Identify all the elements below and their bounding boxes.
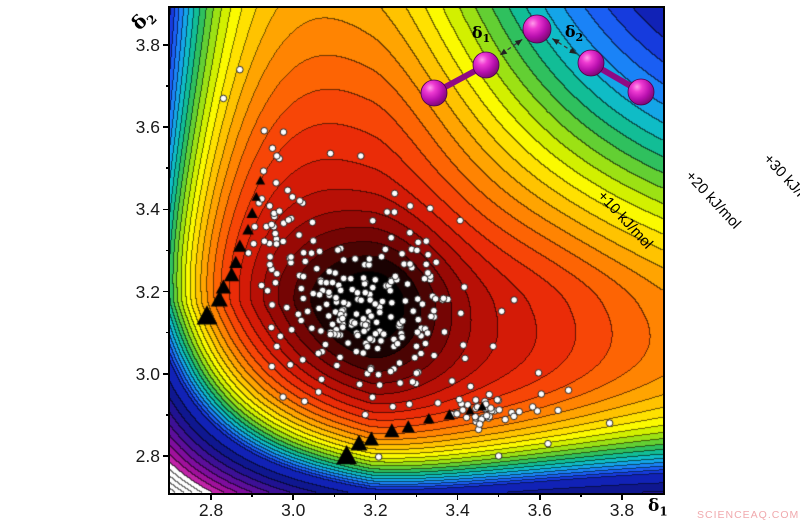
x-tick-label: 3.4 xyxy=(445,500,470,520)
x-tick-label: 3.2 xyxy=(363,500,388,520)
x-tick-label: 3.0 xyxy=(281,500,306,520)
y-minor-tick xyxy=(166,414,170,416)
y-major-tick xyxy=(163,455,170,457)
x-minor-tick xyxy=(580,493,582,497)
x-major-tick xyxy=(621,493,623,500)
x-minor-tick xyxy=(415,493,418,497)
x-major-tick xyxy=(456,493,459,500)
plot-frame: δ1 δ2 +10 kJ/mol +20 kJ/mol +30 kJ/mol xyxy=(168,6,800,495)
x-major-tick xyxy=(210,493,212,500)
x-axis-label: δ1 xyxy=(648,496,668,519)
y-minor-tick xyxy=(166,167,170,170)
contour-label-20: +20 kJ/mol xyxy=(681,167,745,233)
x-minor-tick xyxy=(251,493,253,497)
y-tick-label: 3.8 xyxy=(135,34,160,55)
x-minor-tick xyxy=(333,493,336,497)
y-tick-label: 3.2 xyxy=(135,281,160,302)
x-major-tick xyxy=(538,493,541,500)
x-tick-label: 3.6 xyxy=(527,500,552,520)
y-minor-tick xyxy=(166,331,170,334)
x-tick-label: 3.8 xyxy=(609,500,635,520)
x-minor-tick xyxy=(497,493,500,497)
x-major-tick xyxy=(374,493,377,500)
watermark: SCIENCEAQ.COM xyxy=(697,509,800,521)
y-major-tick xyxy=(163,44,170,46)
y-axis-label: δ2 xyxy=(127,10,160,35)
y-major-tick xyxy=(163,290,170,293)
contour-label-30: +30 kJ/mol xyxy=(759,150,800,216)
y-tick-label: 3.4 xyxy=(135,199,160,220)
contour-plot-canvas xyxy=(170,8,663,493)
x-major-tick xyxy=(292,493,295,500)
y-major-tick xyxy=(163,373,170,375)
y-tick-label: 3.6 xyxy=(135,117,160,138)
x-tick-label: 2.8 xyxy=(198,500,224,520)
y-tick-label: 3.0 xyxy=(135,363,160,384)
y-tick-label: 2.8 xyxy=(135,446,160,466)
y-major-tick xyxy=(163,126,170,129)
y-minor-tick xyxy=(166,249,170,252)
y-major-tick xyxy=(163,208,170,211)
y-minor-tick xyxy=(166,85,170,87)
